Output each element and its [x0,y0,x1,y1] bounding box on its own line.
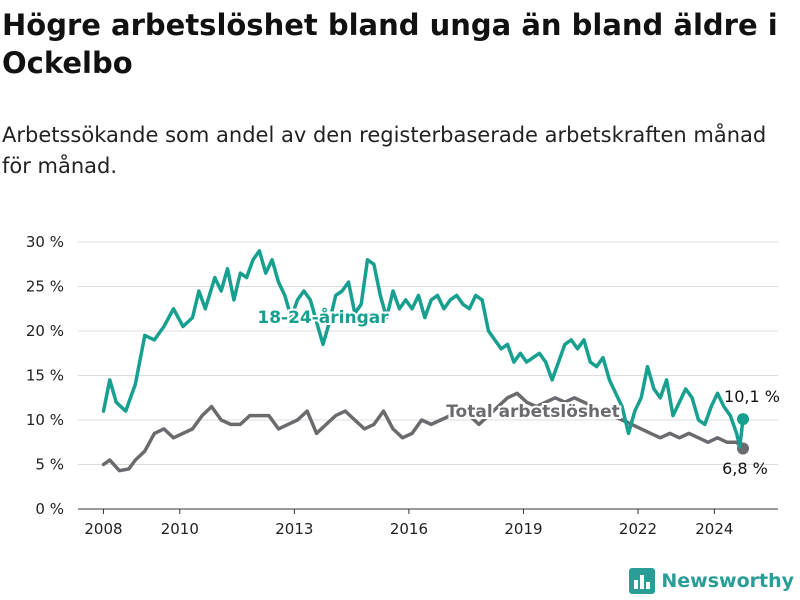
x-tick-label: 2016 [390,520,428,538]
x-tick-label: 2010 [161,520,199,538]
y-tick-label: 5 % [35,456,64,474]
series-label-youth: 18-24-åringar [257,306,389,328]
series-line [101,391,745,473]
x-tick-label: 2019 [504,520,542,538]
series-end-marker [737,413,749,426]
end-value-label-total: 6,8 % [722,459,768,478]
y-axis-ticks: 0 % 5 % 10 % 15 % 20 % 25 % 30 % [26,233,64,518]
series-labels: 18-24-åringar Total arbetslöshet 10,1 % 6,8… [255,304,780,478]
y-tick-label: 25 % [26,278,64,296]
chart-title: Högre arbetslöshet bland unga än bland ä… [2,8,778,80]
end-value-label-youth: 10,1 % [724,387,780,406]
y-gridlines [78,241,778,465]
y-tick-label: 15 % [26,367,64,385]
x-tick-label: 2022 [619,520,657,538]
y-tick-label: 20 % [26,322,64,340]
y-tick-label: 10 % [26,411,64,429]
bar-chart-logo-icon [629,568,656,594]
series-line [101,249,745,449]
x-tick-label: 2013 [275,520,313,538]
series-label-total: Total arbetslöshet [446,402,620,422]
newsworthy-brand: Newsworthy [629,568,794,594]
x-axis-ticks: 2008 2010 2013 2016 2019 2022 2024 [84,509,733,538]
x-tick-label: 2008 [84,520,122,538]
series-lines [101,249,749,473]
x-tick-label: 2024 [695,520,733,538]
y-tick-label: 30 % [26,233,64,251]
brand-name: Newsworthy [661,570,794,592]
chart-subtitle: Arbetssökande som andel av den registerb… [2,123,767,178]
y-tick-label: 0 % [35,500,64,518]
